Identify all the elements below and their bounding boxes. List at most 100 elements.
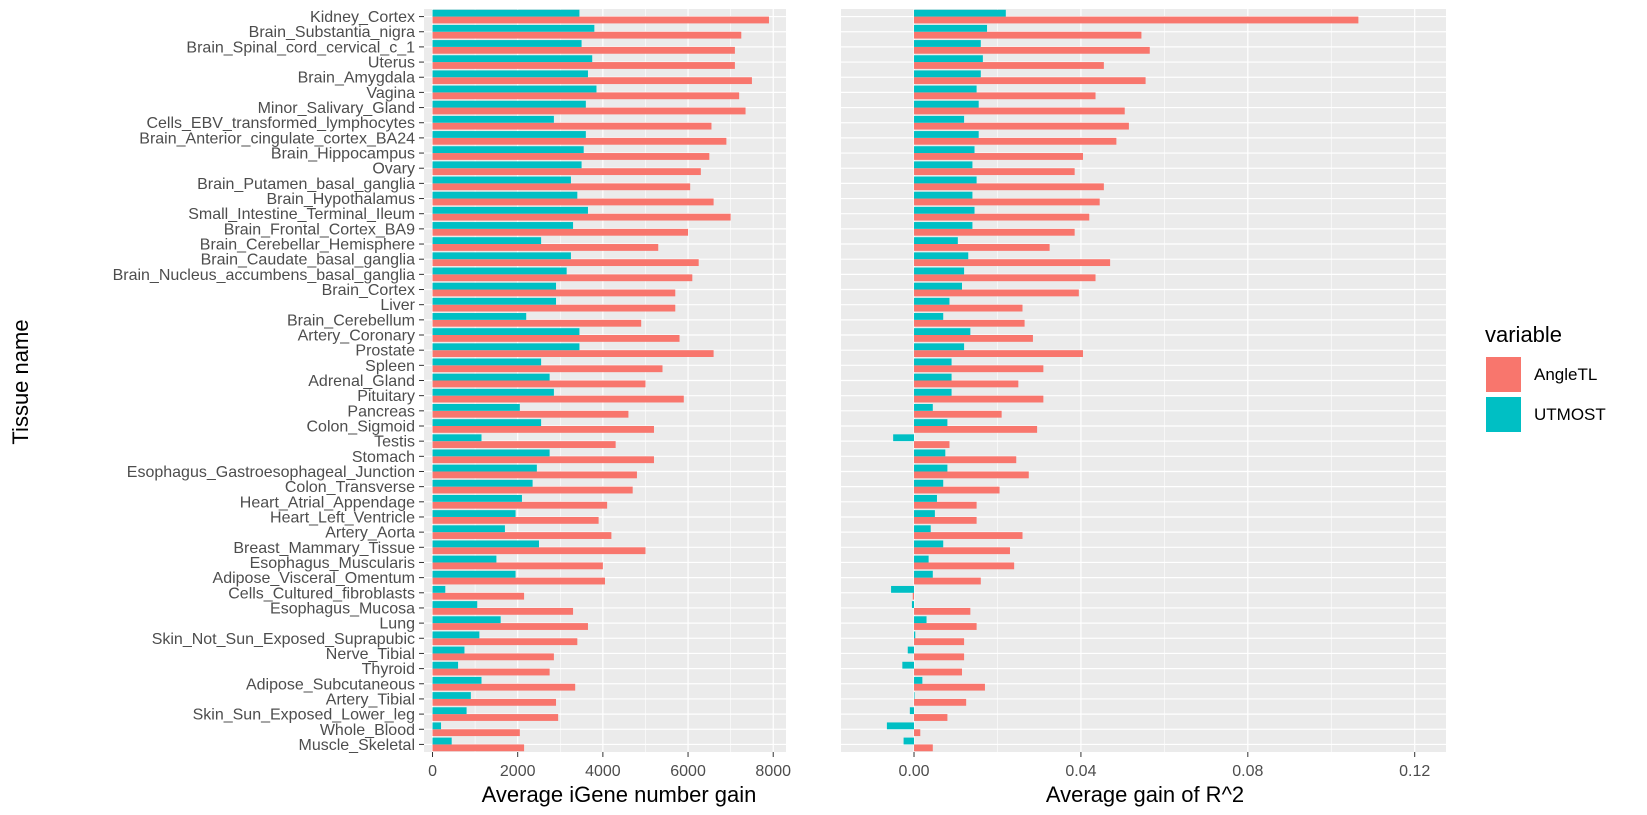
tissue-label-colon-transverse: Colon_Transverse [285,479,415,496]
bar-angletl-kidney-cortex [432,16,769,24]
legend: variable AngleTL UTMOST [1485,322,1606,432]
tissue-label-esophagus-mucosa: Esophagus_Mucosa [270,600,415,617]
legend-swatch-utmost [1486,397,1521,432]
bar-utmost-breast-mammary-tissue [432,540,539,548]
y-axis-title: Tissue name [8,319,33,444]
tissue-label-prostate: Prostate [355,343,415,360]
bar-utmost-kidney-cortex [432,9,580,17]
bar-angletl-small-intestine-terminal-ileum [432,213,731,221]
tissue-label-pancreas: Pancreas [347,403,415,420]
bar-angletl-prostate [914,350,1083,357]
bar-utmost-testis [893,434,915,442]
tissue-label-heart-atrial-appendage: Heart_Atrial_Appendage [240,494,415,511]
tissue-label-pituitary: Pituitary [357,388,415,405]
tissue-labels: Kidney_CortexBrain_Substantia_nigraBrain… [113,9,424,754]
tissue-label-brain-anterior-cingulate-cortex-ba24: Brain_Anterior_cingulate_cortex_BA24 [139,130,415,147]
legend-label-angletl: AngleTL [1534,365,1597,384]
tissue-label-esophagus-gastroesophageal-junction: Esophagus_Gastroesophageal_Junction [127,464,415,481]
tissue-label-adrenal-gland: Adrenal_Gland [308,373,415,390]
bar-utmost-uterus [914,55,983,63]
bar-angletl-lung [432,623,588,630]
bar-utmost-breast-mammary-tissue [914,540,944,548]
bar-angletl-brain-hypothalamus [914,198,1100,206]
tissue-label-breast-mammary-tissue: Breast_Mammary_Tissue [233,540,415,557]
bar-angletl-skin-not-sun-exposed-suprapubic [432,638,578,646]
bar-angletl-brain-cerebellar-hemisphere [914,244,1050,251]
bar-angletl-heart-left-ventricle [914,516,977,524]
x-tick-label: 0.00 [898,763,929,780]
bar-utmost-uterus [432,55,593,63]
tissue-label-minor-salivary-gland: Minor_Salivary_Gland [258,100,415,117]
bar-angletl-whole-blood [914,729,921,737]
bar-angletl-testis [432,441,616,448]
bar-utmost-minor-salivary-gland [914,100,979,108]
bar-utmost-colon-sigmoid [432,419,542,426]
bar-utmost-brain-cerebellar-hemisphere [914,237,958,245]
bar-angletl-esophagus-muscularis [432,562,603,570]
bar-angletl-spleen [914,365,1044,373]
bar-utmost-small-intestine-terminal-ileum [432,206,588,214]
bar-angletl-stomach [432,456,654,464]
bar-utmost-heart-left-ventricle [432,510,516,517]
bar-angletl-artery-aorta [432,532,612,539]
bar-utmost-artery-tibial [432,692,471,699]
tissue-label-testis: Testis [374,434,415,451]
bar-utmost-brain-spinal-cord-cervical-c-1 [432,40,582,47]
bar-angletl-muscle-skeletal [432,744,525,752]
bar-utmost-testis [432,434,482,442]
bar-angletl-artery-coronary [432,335,680,342]
bar-angletl-brain-hypothalamus [432,198,714,206]
bar-angletl-pituitary [432,395,684,403]
bar-angletl-vagina [914,92,1096,100]
bar-utmost-esophagus-mucosa [911,601,915,608]
tissue-label-skin-sun-exposed-lower-leg: Skin_Sun_Exposed_Lower_leg [193,707,415,724]
panel-r2-gain: 0.00 0.04 0.08 0.12 [841,9,1446,780]
tissue-label-kidney-cortex: Kidney_Cortex [310,9,415,26]
bar-angletl-cells-cultured-fibroblasts [912,592,915,600]
bar-utmost-spleen [914,358,952,366]
bar-utmost-heart-atrial-appendage [914,494,937,502]
bar-utmost-brain-anterior-cingulate-cortex-ba24 [432,131,586,138]
bar-angletl-brain-caudate-basal-ganglia [432,259,699,267]
x-axis-title-left: Average iGene number gain [482,782,757,807]
bar-utmost-skin-sun-exposed-lower-leg [909,707,915,715]
bar-angletl-colon-sigmoid [914,425,1038,433]
bar-angletl-brain-frontal-cortex-ba9 [432,228,689,236]
bar-utmost-brain-hippocampus [914,146,975,154]
bar-angletl-colon-sigmoid [432,425,654,433]
bar-utmost-brain-amygdala [432,70,588,78]
bar-utmost-brain-cerebellar-hemisphere [432,237,542,245]
bar-angletl-skin-sun-exposed-lower-leg [432,714,559,721]
bar-utmost-ovary [432,161,582,169]
bar-utmost-brain-cerebellum [914,313,944,320]
bar-angletl-brain-cerebellum [432,319,642,327]
bar-angletl-brain-spinal-cord-cervical-c-1 [432,46,735,54]
tissue-label-colon-sigmoid: Colon_Sigmoid [306,418,415,435]
bar-angletl-artery-aorta [914,532,1023,539]
bar-utmost-adrenal-gland [432,373,550,381]
bar-utmost-colon-sigmoid [914,419,948,426]
bar-angletl-brain-nucleus-accumbens-basal-ganglia [432,274,693,282]
bar-utmost-brain-spinal-cord-cervical-c-1 [914,40,981,47]
bar-angletl-stomach [914,456,1017,464]
bar-angletl-adipose-subcutaneous [914,683,985,691]
tissue-label-liver: Liver [380,297,415,314]
bar-angletl-adrenal-gland [432,380,646,388]
bar-angletl-thyroid [432,668,550,676]
bar-utmost-brain-frontal-cortex-ba9 [914,222,973,229]
bar-angletl-pancreas [432,410,629,418]
bar-utmost-ovary [914,161,973,169]
tissue-label-adipose-subcutaneous: Adipose_Subcutaneous [246,676,415,693]
tissue-label-small-intestine-terminal-ileum: Small_Intestine_Terminal_Ileum [188,206,415,223]
bar-angletl-cells-cultured-fibroblasts [432,592,525,600]
bar-angletl-colon-transverse [432,486,633,494]
tissue-label-muscle-skeletal: Muscle_Skeletal [299,737,416,754]
tissue-label-brain-putamen-basal-ganglia: Brain_Putamen_basal_ganglia [197,176,415,193]
bar-angletl-esophagus-mucosa [914,607,971,615]
tissue-label-artery-coronary: Artery_Coronary [298,328,415,345]
bar-utmost-cells-cultured-fibroblasts [891,585,915,593]
tissue-label-adipose-visceral-omentum: Adipose_Visceral_Omentum [213,570,415,587]
bar-angletl-minor-salivary-gland [914,107,1125,115]
bar-utmost-adipose-visceral-omentum [432,570,516,578]
